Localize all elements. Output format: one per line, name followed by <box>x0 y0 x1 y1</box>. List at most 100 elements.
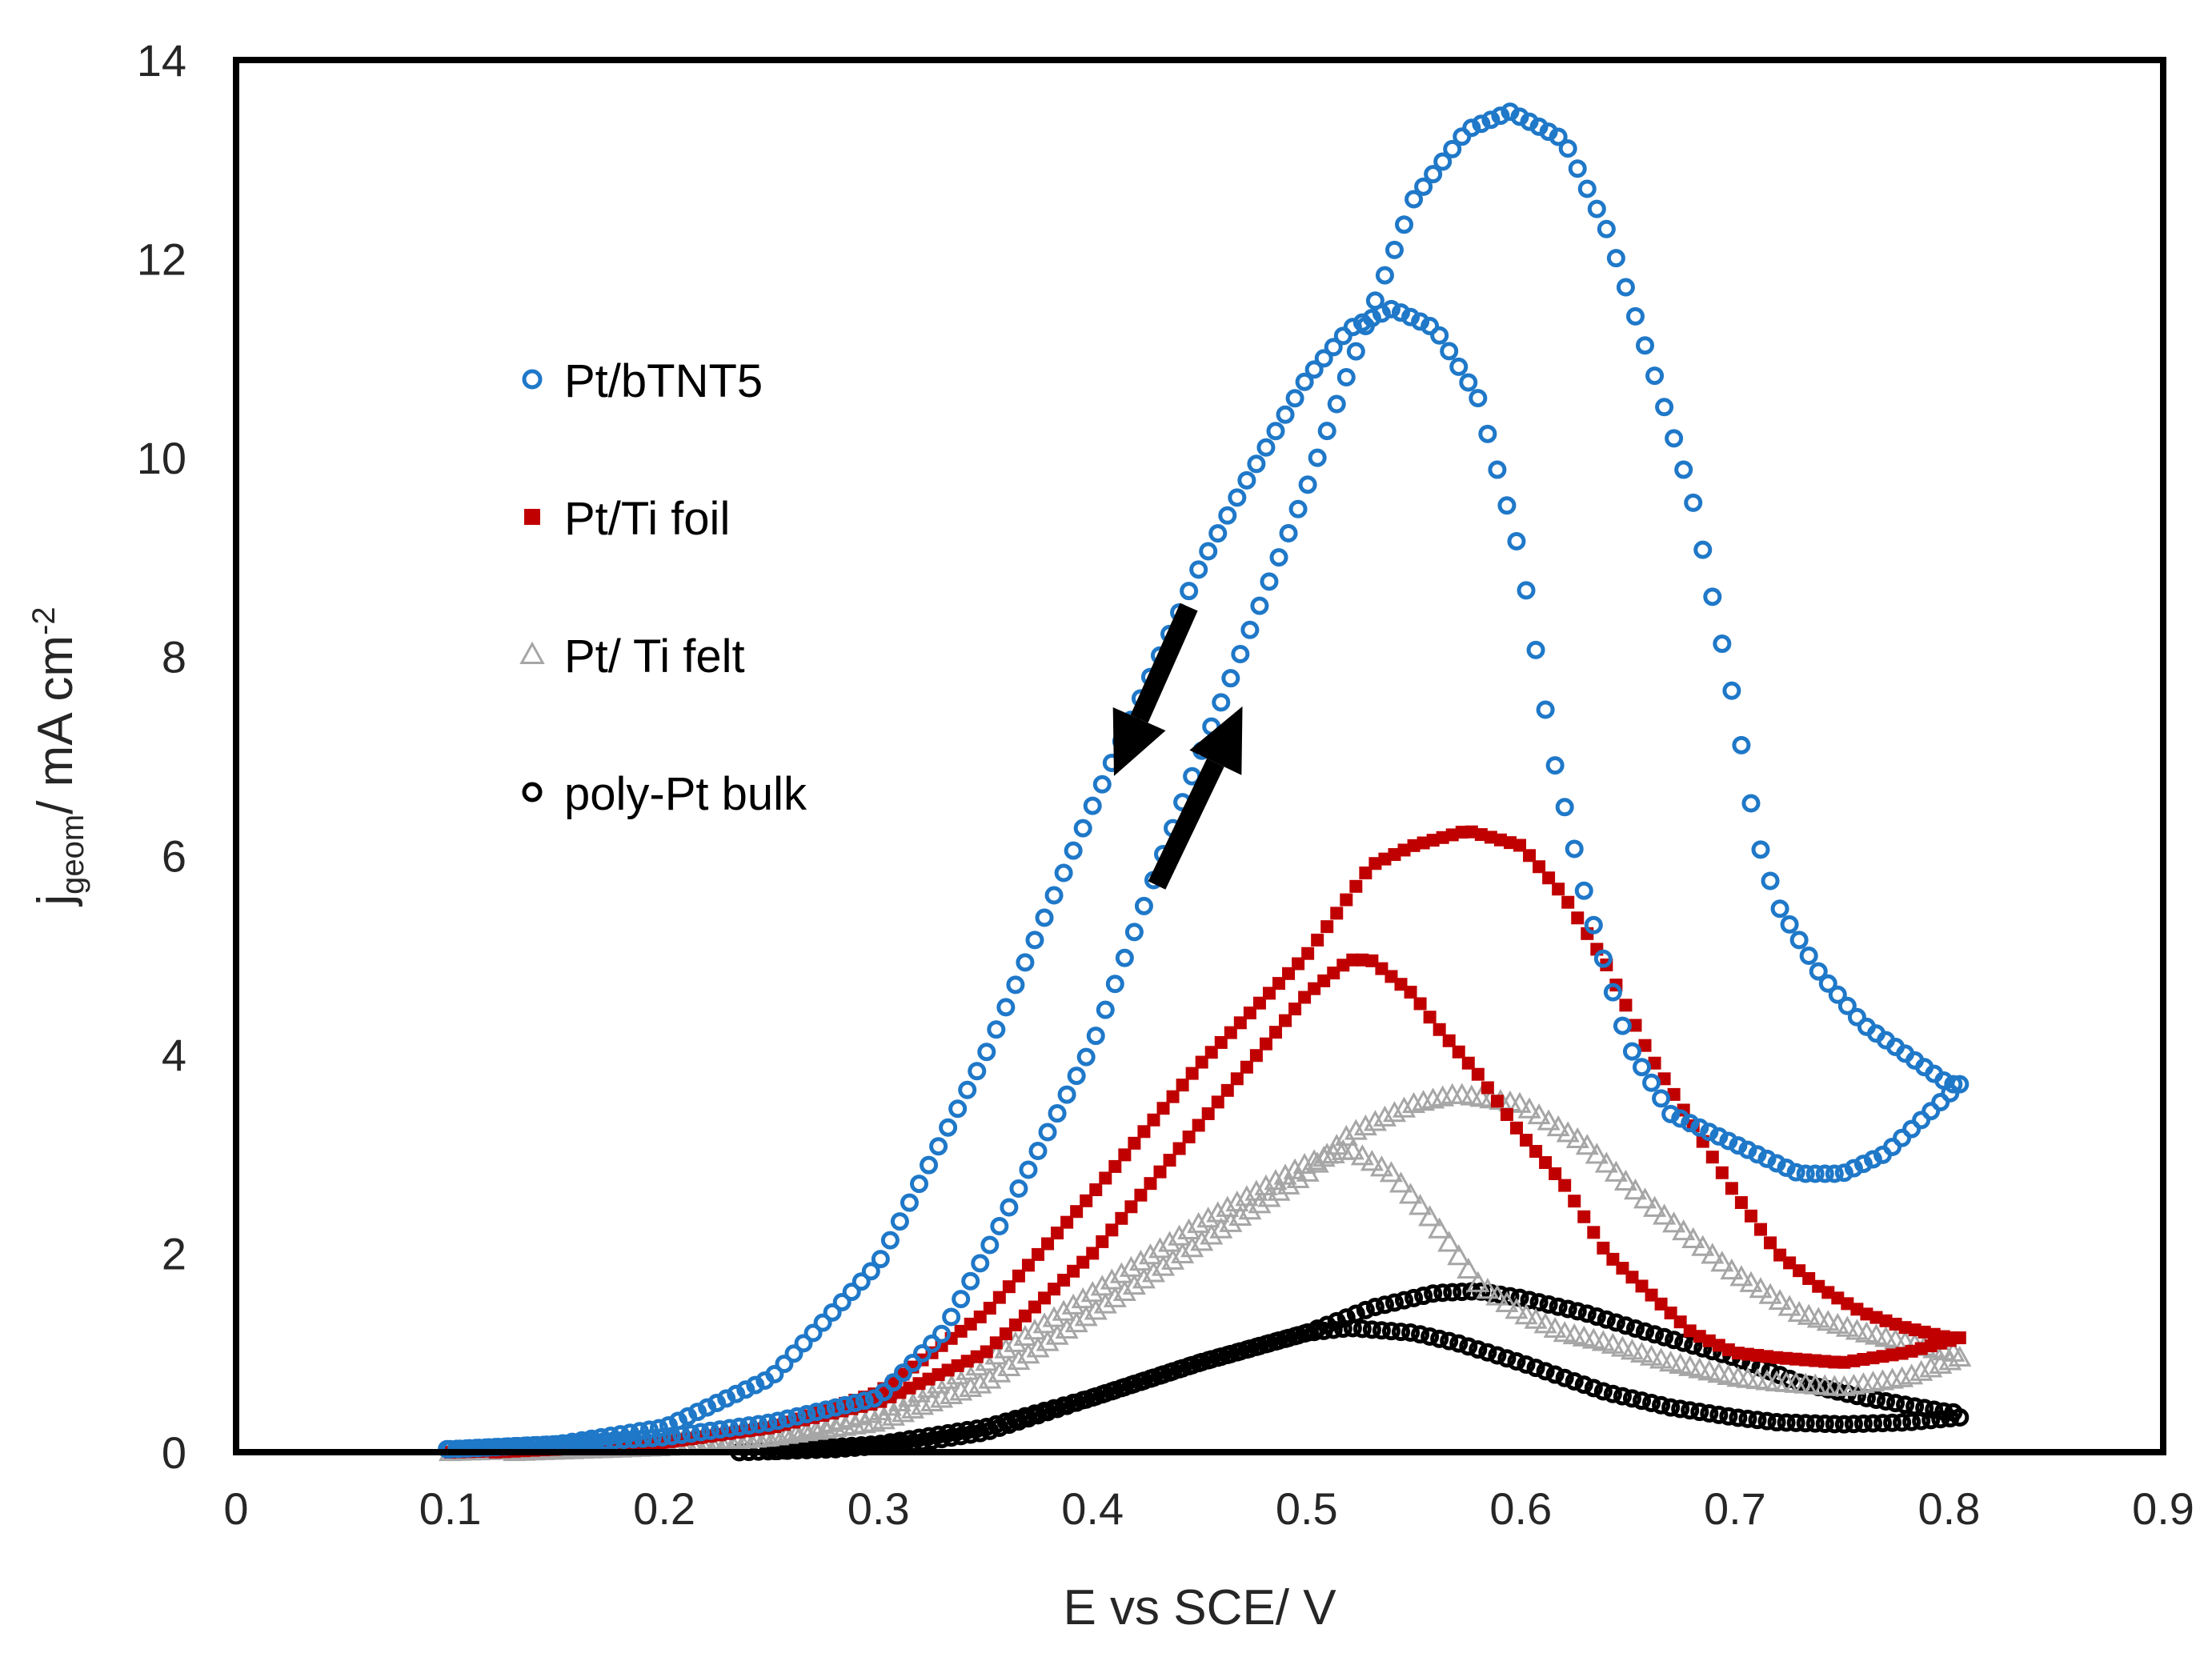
data-point <box>948 1099 968 1119</box>
data-point <box>1893 1128 1912 1147</box>
data-point <box>1664 1307 1677 1319</box>
data-point <box>996 998 1016 1017</box>
data-point <box>980 1235 1000 1255</box>
data-point <box>1295 372 1314 391</box>
data-point <box>929 1137 948 1156</box>
data-point <box>1321 1142 1345 1164</box>
data-point <box>1006 1409 1025 1428</box>
data-point <box>1684 1336 1703 1355</box>
data-point <box>1190 1230 1214 1251</box>
data-point <box>1151 1255 1176 1276</box>
data-point <box>1474 828 1488 842</box>
data-point <box>1729 1136 1748 1155</box>
data-point <box>910 1175 929 1194</box>
x-axis-title: E vs SCE/ V <box>1063 1580 1336 1635</box>
data-point <box>1757 1411 1777 1431</box>
data-point <box>679 1407 698 1426</box>
data-point <box>1330 907 1344 920</box>
data-point <box>1327 394 1346 414</box>
data-point <box>1476 1278 1500 1299</box>
data-point <box>903 1381 916 1395</box>
data-point <box>977 1043 996 1062</box>
data-point <box>1488 460 1507 479</box>
data-point <box>1090 1275 1114 1296</box>
data-point <box>1526 1359 1545 1378</box>
data-point <box>669 1411 688 1431</box>
data-point <box>1428 1217 1452 1239</box>
data-point <box>1225 1190 1249 1212</box>
legend: Pt/bTNT5 Pt/Ti foil Pt/ Ti felt poly-Pt bul… <box>519 355 807 820</box>
data-point <box>1734 1196 1748 1210</box>
data-point <box>1421 1327 1440 1347</box>
data-point <box>1585 1143 1609 1164</box>
data-point <box>1517 1355 1536 1374</box>
data-point <box>1266 422 1285 441</box>
data-point <box>1105 975 1124 994</box>
y-tick-label: 8 <box>162 632 186 682</box>
data-point <box>1073 1391 1092 1410</box>
data-point <box>1902 1119 1921 1139</box>
data-point <box>1536 700 1555 719</box>
data-point <box>1709 1405 1729 1424</box>
data-point <box>1064 1393 1083 1412</box>
data-point <box>1276 1329 1295 1348</box>
data-point <box>1233 1016 1247 1030</box>
data-point <box>973 1310 987 1323</box>
data-point <box>1013 1324 1037 1347</box>
data-point <box>1604 1160 1628 1182</box>
data-point <box>1031 1247 1044 1261</box>
data-point <box>939 1423 958 1443</box>
data-point <box>1247 1337 1266 1356</box>
data-point <box>929 1425 948 1444</box>
data-point <box>970 1350 984 1363</box>
data-point <box>1520 1291 1539 1310</box>
data-point <box>1437 1231 1461 1252</box>
data-point <box>1124 1200 1138 1214</box>
data-point <box>1671 1109 1690 1128</box>
data-point <box>1118 1148 1132 1162</box>
data-point <box>1597 1241 1610 1255</box>
data-point <box>1430 1329 1449 1348</box>
data-point <box>1805 1164 1825 1183</box>
data-point <box>1168 1224 1192 1246</box>
data-point <box>1057 1085 1076 1104</box>
data-point <box>1276 405 1295 424</box>
data-point <box>1140 1369 1160 1388</box>
data-point <box>1693 540 1713 559</box>
data-point <box>1447 1244 1471 1266</box>
data-point <box>1484 831 1497 844</box>
data-point <box>1815 1164 1834 1183</box>
data-point <box>1109 1262 1133 1283</box>
data-point <box>1018 1309 1032 1323</box>
data-point <box>1568 1302 1587 1321</box>
data-point <box>1690 1118 1709 1137</box>
data-point <box>1931 1410 1950 1429</box>
data-point <box>1115 948 1134 967</box>
data-point <box>1577 1210 1591 1223</box>
data-point <box>823 1303 842 1322</box>
data-point <box>1948 1345 1972 1367</box>
data-point <box>1661 1398 1681 1417</box>
data-point <box>1536 1362 1555 1381</box>
data-point <box>1138 1243 1163 1265</box>
data-point <box>1279 523 1298 542</box>
data-point <box>1713 634 1732 654</box>
data-point <box>1873 1145 1893 1164</box>
data-point <box>1418 1205 1442 1227</box>
data-point <box>1283 1158 1307 1179</box>
data-point <box>1395 1291 1414 1310</box>
data-point <box>1529 1293 1549 1312</box>
data-point <box>1362 309 1381 328</box>
data-point <box>1495 1291 1519 1312</box>
data-point <box>1758 1283 1782 1304</box>
data-point <box>1485 1284 1509 1306</box>
data-point <box>1816 1310 1840 1331</box>
data-point <box>1411 1325 1430 1344</box>
data-point <box>1301 947 1315 960</box>
data-point <box>1777 1295 1801 1316</box>
data-point <box>1919 1356 1943 1378</box>
data-point <box>1128 1136 1141 1150</box>
data-point <box>1636 1322 1655 1341</box>
data-point <box>1700 1404 1719 1423</box>
data-point <box>1122 1273 1146 1295</box>
